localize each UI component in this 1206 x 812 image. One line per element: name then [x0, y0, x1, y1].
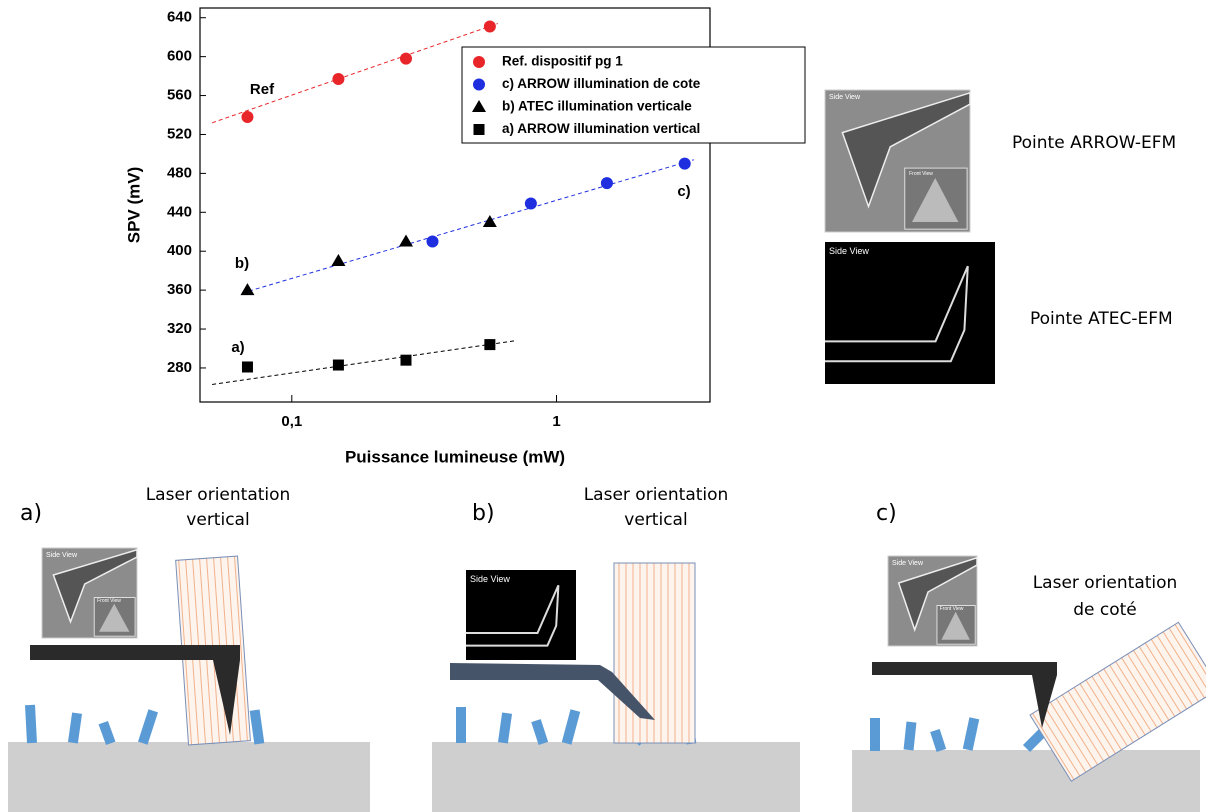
y-tick-label: 640 [167, 9, 192, 26]
cantilever-img [825, 265, 969, 363]
marker [398, 234, 413, 247]
fit-line [242, 159, 694, 294]
laser-label: vertical [624, 510, 687, 530]
x-axis-title: Puissance lumineuse (mW) [345, 447, 565, 466]
x-tick-label: 1 [552, 413, 560, 430]
legend-label: Ref. dispositif pg 1 [502, 54, 623, 69]
laser-label: Laser orientation [584, 485, 729, 505]
legend-marker [472, 100, 486, 112]
tip-label: Pointe ARROW-EFM [1012, 133, 1176, 153]
y-axis-title: SPV (mV) [124, 167, 143, 244]
image-caption: Side View [829, 94, 861, 101]
marker [524, 197, 537, 210]
annotation: b) [235, 255, 249, 272]
legend-label: b) ATEC illumination verticale [502, 99, 692, 114]
y-tick-label: 280 [167, 359, 192, 376]
marker [678, 157, 691, 170]
plot-frame [199, 7, 711, 403]
front-tip [941, 611, 970, 640]
fit-line [211, 23, 498, 124]
sem-image [825, 242, 995, 384]
marker [600, 177, 613, 190]
image-caption: Front View [909, 171, 933, 177]
front-tip [99, 603, 130, 632]
substrate [852, 750, 1200, 812]
panel-label: c) [876, 501, 897, 526]
cantilever-img [841, 91, 971, 209]
x-tick-label: 0,1 [281, 413, 302, 430]
marker [332, 73, 345, 86]
marker [240, 283, 255, 296]
y-tick-label: 600 [167, 48, 192, 65]
marker [426, 235, 439, 248]
annotation: a) [231, 339, 244, 356]
marker [399, 52, 412, 65]
image-caption: Front View [940, 606, 964, 612]
laser-label: de coté [1073, 600, 1137, 620]
tip-label: Pointe ATEC-EFM [1030, 309, 1173, 329]
image-caption: Side View [470, 574, 510, 584]
cantilever-img [897, 556, 978, 633]
image-caption: Side View [892, 560, 924, 567]
legend-marker [473, 56, 485, 68]
panel-c: c) Laser orientation de coté Side View Fr… [852, 501, 1206, 812]
cantilever-img [466, 584, 560, 647]
y-tick-label: 560 [167, 87, 192, 104]
chart: Puissance lumineuse (mW) SPV (mV) 280 320… [124, 7, 806, 466]
y-tick-label: 400 [167, 242, 192, 259]
nanowires [25, 704, 265, 746]
marker [484, 339, 496, 351]
marker [483, 20, 496, 33]
image-caption: Front View [97, 598, 121, 604]
image-caption: Side View [46, 552, 78, 559]
substrate [8, 742, 370, 812]
legend-marker [473, 124, 485, 135]
cantilever [450, 663, 655, 720]
annotation: Ref [250, 81, 275, 98]
y-tick-label: 520 [167, 125, 192, 142]
legend-box [461, 46, 806, 144]
marker [482, 215, 497, 228]
cantilever [30, 645, 240, 735]
marker [331, 253, 346, 266]
image-caption: Side View [829, 246, 869, 256]
marker [400, 354, 412, 366]
substrate [432, 742, 800, 812]
laser-beam [1029, 621, 1206, 782]
laser-label: Laser orientation [146, 485, 291, 505]
legend-marker [473, 78, 485, 91]
cantilever-img [52, 548, 138, 624]
y-tick-label: 360 [167, 281, 192, 298]
marker [241, 361, 253, 373]
front-tip [912, 178, 959, 223]
y-tick-label: 440 [167, 203, 192, 220]
panel-label: b) [472, 501, 495, 526]
panel-a: a) Laser orientation vertical Side View F… [8, 485, 370, 812]
y-tick-label: 480 [167, 164, 192, 181]
marker [241, 110, 254, 123]
panel-b: b) Laser orientation vertical Side View [432, 485, 800, 812]
laser-label: vertical [186, 510, 249, 530]
laser-beam [613, 562, 696, 744]
fit-line [212, 340, 516, 385]
legend-label: c) ARROW illumination de cote [502, 76, 701, 91]
annotation: c) [677, 183, 690, 200]
laser-label: Laser orientation [1033, 573, 1178, 593]
legend-label: a) ARROW illumination vertical [502, 121, 700, 136]
cantilever [872, 662, 1057, 728]
y-tick-label: 320 [167, 320, 192, 337]
marker [332, 359, 344, 371]
panel-label: a) [20, 501, 42, 526]
